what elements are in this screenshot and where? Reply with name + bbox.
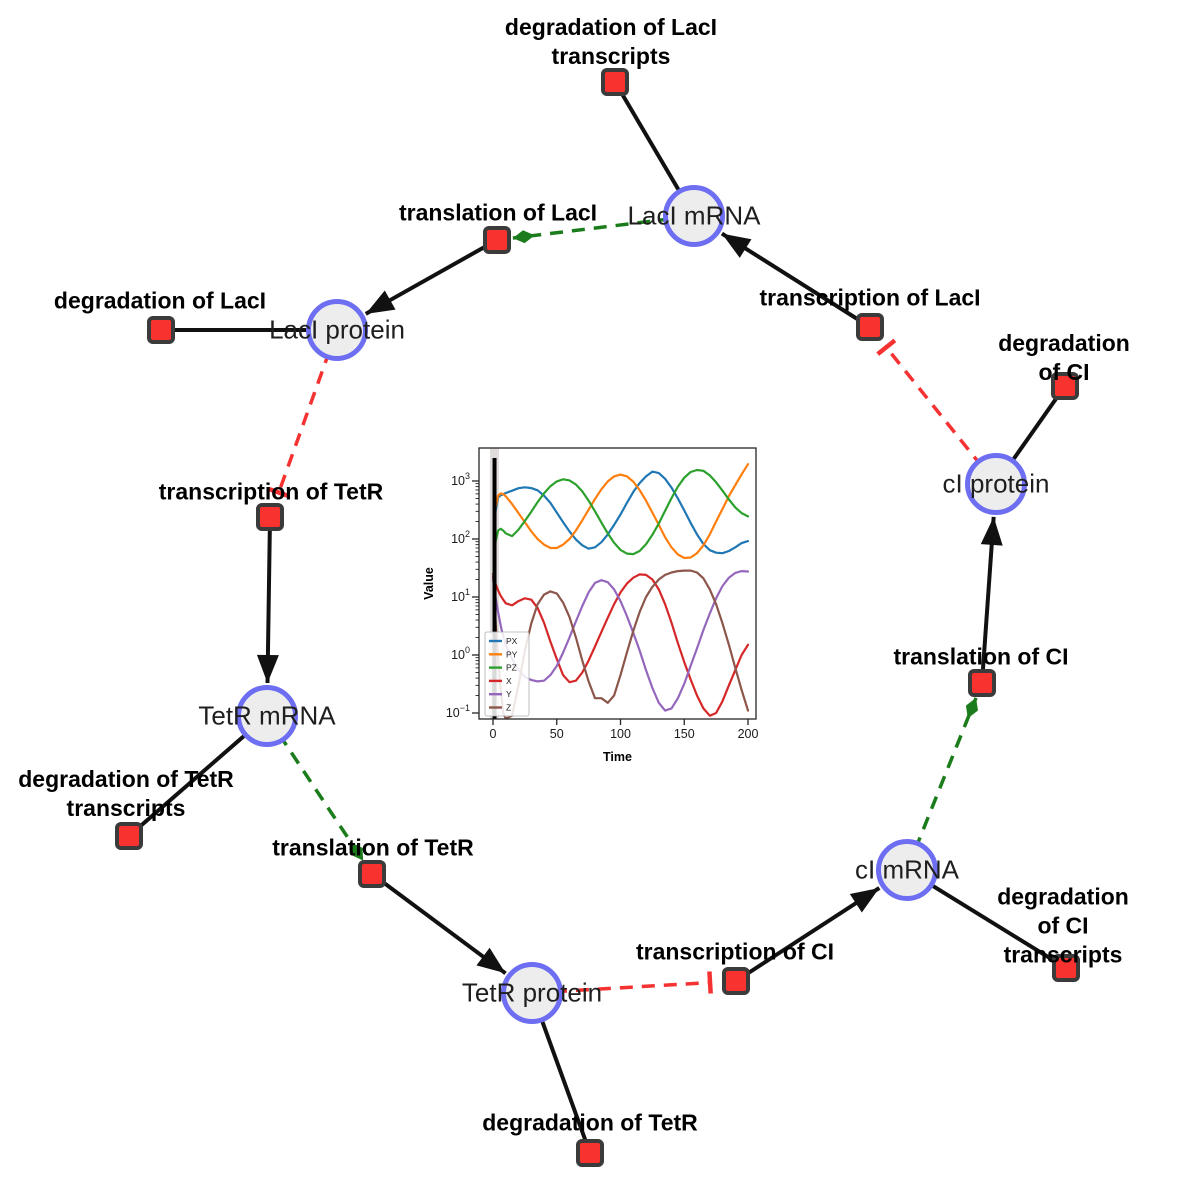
species-node-ci-mrna — [876, 839, 938, 901]
reaction-node-degradation-of-laci-transcripts — [601, 68, 629, 96]
edge-production-tl_laci-laci_prot — [364, 238, 498, 316]
reaction-node-translation-of-laci — [483, 226, 511, 254]
reaction-label-translation-of-laci: translation of LacI — [398, 199, 598, 226]
chart-frame — [478, 447, 757, 720]
species-label-laci-protein: LacI protein — [269, 314, 405, 345]
legend-label-Y: Y — [506, 689, 512, 699]
chart-series-PZ — [491, 468, 750, 715]
edge-production-tc_ci-ci_mrna — [734, 886, 881, 983]
legend-label-PZ: PZ — [506, 663, 517, 673]
species-node-tetr-protein — [501, 962, 563, 1024]
reaction-label-translation-of-tetr: translation of TetR — [272, 834, 474, 861]
reaction-node-transcription-of-laci — [856, 313, 884, 341]
x-tick-label: 0 — [490, 727, 497, 741]
reaction-node-degradation-of-ci — [1051, 372, 1079, 400]
reaction-label-transcription-of-ci: transcription of CI — [635, 938, 835, 965]
legend-label-PY: PY — [506, 649, 518, 659]
reaction-label-degradation-of-laci: degradation of LacI — [53, 287, 267, 314]
y-tick-label: 103 — [451, 471, 470, 488]
legend-label-X: X — [506, 676, 512, 686]
x-tick-label: 150 — [674, 727, 695, 741]
reaction-node-transcription-of-tetr — [256, 503, 284, 531]
reaction-label-transcription-of-laci: transcription of LacI — [759, 284, 981, 311]
reaction-node-degradation-of-laci — [147, 316, 175, 344]
edge-production-tl_ci-ci_prot — [980, 516, 1003, 684]
legend-label-Z: Z — [506, 703, 511, 713]
reaction-label-translation-of-ci: translation of CI — [893, 643, 1069, 670]
chart-series-PY — [491, 463, 750, 715]
y-axis-title: Value — [422, 567, 436, 600]
reaction-node-degradation-of-tetr — [576, 1139, 604, 1167]
species-node-ci-protein — [965, 453, 1027, 515]
x-tick-label: 200 — [738, 727, 759, 741]
inset-timeseries-chart: 0 50 100 150 200 103 102 101 100 10−1 Time Value PX P… — [422, 447, 759, 764]
species-node-laci-protein — [306, 299, 368, 361]
edge-production-tc_laci-laci_mrna — [720, 231, 872, 329]
x-tick-label: 100 — [610, 727, 631, 741]
species-label-ci-protein: cI protein — [942, 468, 1050, 499]
legend-label-PX: PX — [506, 636, 518, 646]
reaction-node-degradation-of-ci-transcripts — [1052, 954, 1080, 982]
species-label-ci-mrna: cI mRNA — [855, 854, 959, 885]
species-label-tetr-mrna: TetR mRNA — [198, 700, 336, 731]
y-tick-label: 10−1 — [446, 703, 470, 720]
species-node-laci-mrna — [663, 185, 725, 247]
reaction-label-degradation-of-laci-transcripts: degradation of LacI transcripts — [504, 14, 718, 69]
reaction-label-transcription-of-tetr: transcription of TetR — [158, 478, 384, 505]
y-tick-label: 100 — [451, 645, 470, 662]
edge-production-tc_tetr-tetr_mrna — [256, 516, 279, 684]
chart-series-X — [491, 573, 750, 717]
species-node-tetr-mrna — [236, 685, 298, 747]
reaction-label-degradation-of-tetr: degradation of TetR — [482, 1109, 698, 1136]
species-label-tetr-protein: TetR protein — [461, 977, 603, 1008]
edge-production-tl_tetr-tetr_prot — [370, 872, 507, 975]
reaction-label-degradation-of-tetr-transcripts: degradation of TetR transcripts — [18, 766, 234, 821]
species-label-laci-mrna: LacI mRNA — [627, 200, 761, 231]
reaction-node-degradation-of-tetr-transcripts — [115, 822, 143, 850]
x-tick-label: 50 — [550, 727, 564, 741]
reaction-node-translation-of-tetr — [358, 860, 386, 888]
edge-consumption-ci_mrna-dct — [905, 868, 1068, 970]
reaction-node-transcription-of-ci — [722, 967, 750, 995]
reaction-label-degradation-of-ci: degradation of CI — [998, 330, 1130, 385]
x-axis-title: Time — [603, 750, 632, 764]
reaction-label-degradation-of-ci-transcripts: degradation of CI transcripts — [997, 883, 1129, 968]
reaction-node-translation-of-ci — [968, 669, 996, 697]
y-tick-label: 101 — [451, 587, 470, 604]
y-tick-label: 102 — [451, 529, 470, 546]
